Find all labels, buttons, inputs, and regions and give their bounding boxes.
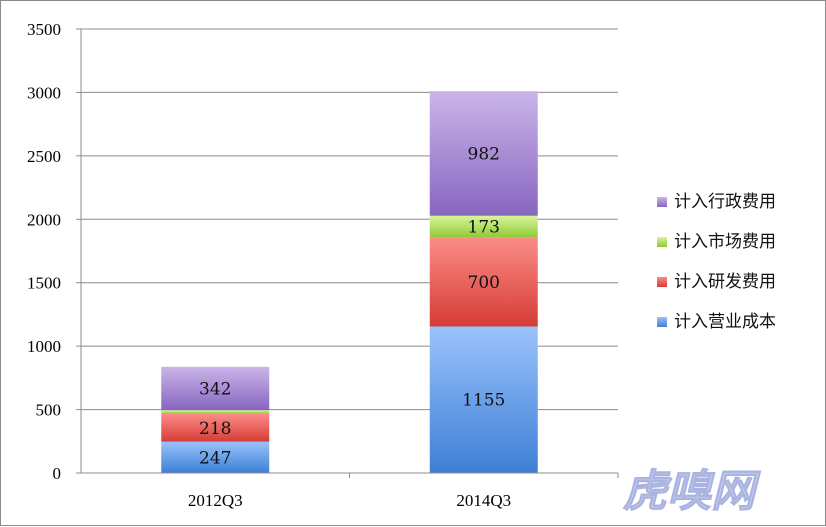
bar-segment: [429, 326, 538, 473]
y-tick-label: 0: [53, 464, 62, 483]
bar-segment: [429, 215, 538, 238]
x-axis: 2012Q3 2014Q3: [81, 472, 619, 510]
y-tick-label: 3000: [27, 83, 61, 102]
bar-segment: [161, 410, 270, 415]
y-tick-label: 1500: [27, 274, 61, 293]
data-label: 1155: [462, 391, 505, 411]
bar-segment: [161, 414, 270, 442]
data-label: 342: [199, 380, 231, 400]
bar-segment: [161, 366, 270, 411]
legend-swatch: [657, 237, 667, 247]
data-label: 982: [468, 144, 500, 164]
gridlines: [81, 28, 618, 411]
legend-swatch: [657, 197, 667, 207]
legend-label: 计入行政费用: [674, 192, 776, 212]
y-tick-label: 500: [36, 401, 62, 420]
y-axis: 0 500 1000 1500 2000 2500 3000 3500: [27, 20, 82, 483]
y-tick-label: 1000: [27, 337, 61, 356]
legend-swatch: [657, 277, 667, 287]
legend-label: 计入营业成本: [674, 312, 776, 332]
data-label: 173: [468, 218, 500, 238]
x-tick-label: 2014Q3: [456, 491, 511, 510]
data-label: 700: [468, 273, 500, 293]
bar-segment: [161, 441, 270, 473]
legend-swatch: [657, 317, 667, 327]
data-label: 247: [199, 448, 231, 468]
data-label: 218: [199, 419, 231, 439]
watermark-logo: 虎嗅网: [623, 466, 761, 517]
y-tick-label: 2500: [27, 147, 61, 166]
x-tick-label: 2012Q3: [188, 491, 243, 510]
legend-label: 计入市场费用: [674, 232, 776, 252]
y-tick-label: 2000: [27, 210, 61, 229]
legend-label: 计入研发费用: [674, 272, 776, 292]
y-tick-label: 3500: [27, 20, 61, 39]
bars: 247 218 342 1155 700 173 982: [161, 91, 538, 473]
bar-segment: [429, 237, 538, 327]
bar-segment: [429, 91, 538, 216]
